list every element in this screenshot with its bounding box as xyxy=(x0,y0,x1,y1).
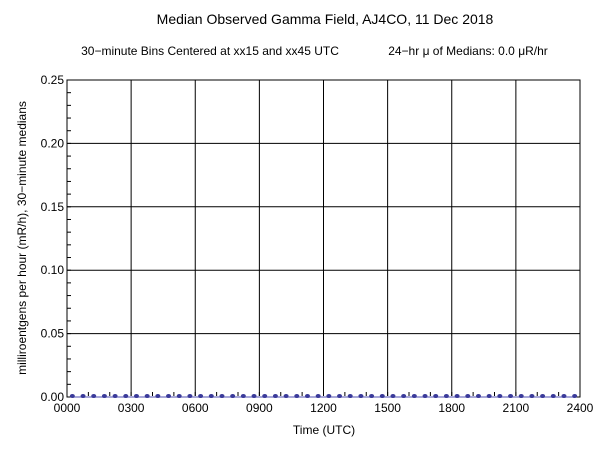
y-tick-label: 0.15 xyxy=(41,200,65,214)
data-point xyxy=(101,394,107,398)
ticks: 0000 0300 0600 0900 1200 1500 1800 2100 2400 0.00… xyxy=(41,73,594,415)
data-point xyxy=(518,394,524,398)
data-point xyxy=(112,394,118,398)
data-point xyxy=(91,394,97,398)
data-point xyxy=(337,394,343,398)
data-point xyxy=(166,394,172,398)
x-tick-label: 1200 xyxy=(310,401,337,415)
grid xyxy=(66,79,581,398)
data-point xyxy=(304,394,310,398)
data-point xyxy=(208,394,214,398)
data-point xyxy=(486,394,492,398)
data-point xyxy=(294,394,300,398)
x-axis-label: Time (UTC) xyxy=(293,423,355,437)
data-point xyxy=(390,394,396,398)
data-point xyxy=(358,394,364,398)
y-tick-label: 0.00 xyxy=(41,390,65,404)
data-point xyxy=(144,394,150,398)
y-axis-label: milliroentgens per hour (mR/h), 30−minut… xyxy=(15,101,29,375)
data-point xyxy=(315,394,321,398)
data-point xyxy=(133,394,139,398)
data-point xyxy=(454,394,460,398)
x-tick-label: 2400 xyxy=(567,401,594,415)
data-point xyxy=(187,394,193,398)
y-tick-label: 0.20 xyxy=(41,136,65,150)
x-tick-label: 0600 xyxy=(182,401,209,415)
chart-title: Median Observed Gamma Field, AJ4CO, 11 D… xyxy=(157,11,494,27)
y-tick-label: 0.10 xyxy=(41,263,65,277)
chart-subtitle-right: 24−hr μ of Medians: 0.0 μR/hr xyxy=(388,44,548,58)
x-tick-label: 1500 xyxy=(374,401,401,415)
data-point xyxy=(219,394,225,398)
data-point xyxy=(465,394,471,398)
data-point xyxy=(401,394,407,398)
data-point xyxy=(123,394,129,398)
data-point xyxy=(347,394,353,398)
data-point xyxy=(80,394,86,398)
data-point xyxy=(272,394,278,398)
data-marks xyxy=(69,394,578,398)
data-point xyxy=(198,394,204,398)
data-point xyxy=(550,394,556,398)
x-tick-label: 2100 xyxy=(503,401,530,415)
data-point xyxy=(240,394,246,398)
data-point xyxy=(475,394,481,398)
data-point xyxy=(69,394,75,398)
y-tick-label: 0.25 xyxy=(41,73,65,87)
x-tick-label: 0900 xyxy=(246,401,273,415)
chart-subtitle-left: 30−minute Bins Centered at xx15 and xx45… xyxy=(81,44,339,58)
data-point xyxy=(326,394,332,398)
data-point xyxy=(176,394,182,398)
x-tick-label: 0300 xyxy=(118,401,145,415)
data-point xyxy=(369,394,375,398)
x-tick-label: 0000 xyxy=(54,401,81,415)
data-point xyxy=(497,394,503,398)
data-point xyxy=(230,394,236,398)
data-point xyxy=(443,394,449,398)
data-point xyxy=(508,394,514,398)
data-point xyxy=(251,394,257,398)
y-tick-label: 0.05 xyxy=(41,327,65,341)
data-point xyxy=(561,394,567,398)
data-point xyxy=(411,394,417,398)
data-point xyxy=(379,394,385,398)
data-point xyxy=(572,394,578,398)
data-point xyxy=(529,394,535,398)
data-point xyxy=(433,394,439,398)
x-tick-label: 1800 xyxy=(438,401,465,415)
data-point xyxy=(262,394,268,398)
data-point xyxy=(540,394,546,398)
data-point xyxy=(422,394,428,398)
data-point xyxy=(155,394,161,398)
data-point xyxy=(283,394,289,398)
